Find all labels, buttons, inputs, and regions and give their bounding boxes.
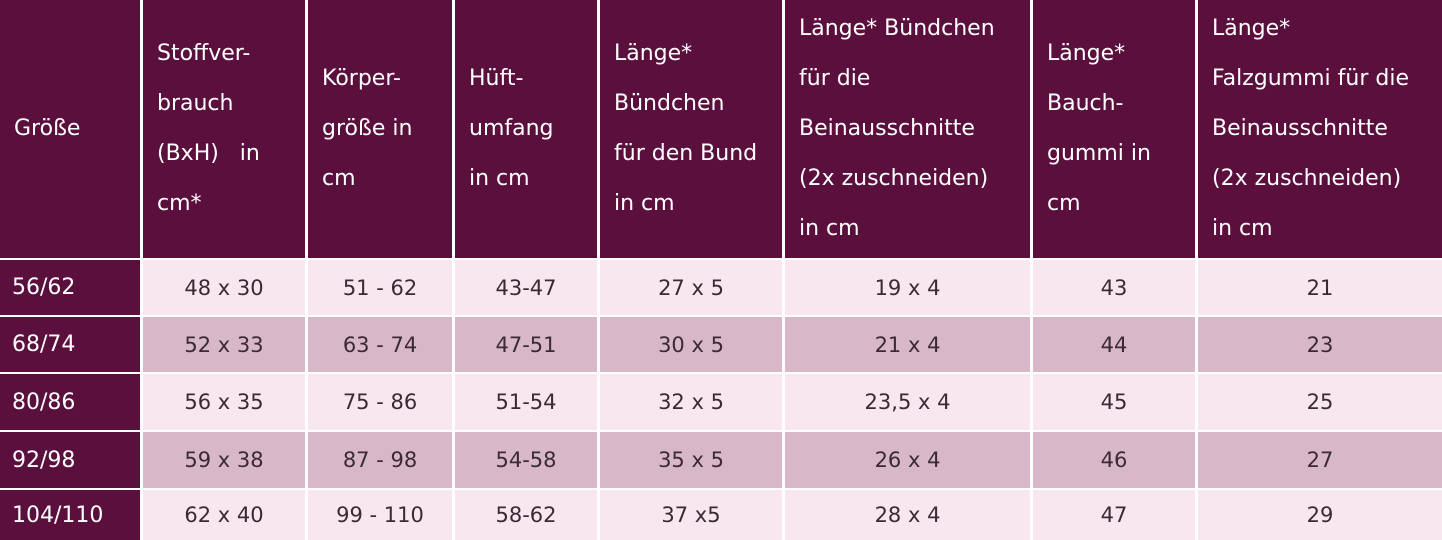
header-text: in cm bbox=[469, 166, 530, 191]
table-cell: 19 x 4 bbox=[785, 260, 1030, 315]
table-cell: 21 bbox=[1198, 260, 1442, 315]
table-cell: 43 bbox=[1033, 260, 1195, 315]
header-text: Länge* bbox=[1047, 41, 1126, 66]
table-cell: 54-58 bbox=[455, 432, 597, 488]
table-cell: 56 x 35 bbox=[143, 374, 305, 430]
header-cell: Länge* Falzgummi für die Beinausschnitte (2… bbox=[1198, 0, 1442, 258]
table-cell: 48 x 30 bbox=[143, 260, 305, 315]
table-cell: 45 bbox=[1033, 374, 1195, 430]
header-text: für die bbox=[799, 66, 871, 91]
table-cell: 27 bbox=[1198, 432, 1442, 488]
header-text: brauch bbox=[157, 91, 234, 116]
row-header-cell: 80/86 bbox=[0, 374, 140, 430]
header-text: Länge* bbox=[1212, 16, 1291, 41]
header-text: Beinausschnitte bbox=[1212, 116, 1388, 141]
header-text: Länge* Bündchen bbox=[799, 16, 995, 41]
header-text: Stoffver- bbox=[157, 41, 251, 66]
header-cell: Länge* Bauch-gummi in cm bbox=[1033, 0, 1195, 258]
row-header-cell: 104/110 bbox=[0, 490, 140, 540]
table-cell: 75 - 86 bbox=[308, 374, 452, 430]
header-text: gummi in bbox=[1047, 141, 1151, 166]
table-cell: 59 x 38 bbox=[143, 432, 305, 488]
table-cell: 63 - 74 bbox=[308, 317, 452, 372]
table-cell: 62 x 40 bbox=[143, 490, 305, 540]
table-cell: 28 x 4 bbox=[785, 490, 1030, 540]
table-cell: 44 bbox=[1033, 317, 1195, 372]
table-cell: 30 x 5 bbox=[600, 317, 782, 372]
header-text: in cm bbox=[1212, 216, 1273, 241]
header-cell: Stoffver-brauch (BxH) in cm* bbox=[143, 0, 305, 258]
table-cell: 43-47 bbox=[455, 260, 597, 315]
header-text: umfang bbox=[469, 116, 554, 141]
row-header-cell: 92/98 bbox=[0, 432, 140, 488]
table-cell: 87 - 98 bbox=[308, 432, 452, 488]
table-cell: 99 - 110 bbox=[308, 490, 452, 540]
table-cell: 32 x 5 bbox=[600, 374, 782, 430]
header-text: für den Bund bbox=[614, 141, 758, 166]
header-cell: Länge* Bündchen für die Beinausschnitte (2x… bbox=[785, 0, 1030, 258]
header-text: Bauch- bbox=[1047, 91, 1124, 116]
header-text: in cm bbox=[799, 216, 860, 241]
header-cell: Körper-größe in cm bbox=[308, 0, 452, 258]
table-cell: 25 bbox=[1198, 374, 1442, 430]
table-cell: 23 bbox=[1198, 317, 1442, 372]
table-cell: 51-54 bbox=[455, 374, 597, 430]
table-cell: 26 x 4 bbox=[785, 432, 1030, 488]
table-cell: 23,5 x 4 bbox=[785, 374, 1030, 430]
table-cell: 35 x 5 bbox=[600, 432, 782, 488]
header-text: cm bbox=[322, 166, 356, 191]
table-cell: 37 x5 bbox=[600, 490, 782, 540]
header-text: Bündchen bbox=[614, 91, 725, 116]
header-text: (2x zuschneiden) bbox=[1212, 166, 1402, 191]
header-text: in cm bbox=[614, 191, 675, 216]
header-text: Hüft- bbox=[469, 66, 524, 91]
header-text: (2x zuschneiden) bbox=[799, 166, 989, 191]
header-text: cm bbox=[1047, 191, 1081, 216]
header-text: Körper- bbox=[322, 66, 401, 91]
header-text: Größe bbox=[14, 116, 81, 141]
table-cell: 58-62 bbox=[455, 490, 597, 540]
table-cell: 21 x 4 bbox=[785, 317, 1030, 372]
header-text: größe in bbox=[322, 116, 413, 141]
table-cell: 29 bbox=[1198, 490, 1442, 540]
header-text: (BxH) in bbox=[157, 141, 260, 166]
header-text: cm* bbox=[157, 191, 202, 216]
header-cell: Größe bbox=[0, 0, 140, 258]
header-text: Länge* bbox=[614, 41, 693, 66]
header-cell: Länge* Bündchen für den Bund in cm bbox=[600, 0, 782, 258]
table-cell: 27 x 5 bbox=[600, 260, 782, 315]
header-cell: Hüft-umfang in cm bbox=[455, 0, 597, 258]
table-cell: 47-51 bbox=[455, 317, 597, 372]
table-cell: 52 x 33 bbox=[143, 317, 305, 372]
header-text: Beinausschnitte bbox=[799, 116, 975, 141]
table-cell: 51 - 62 bbox=[308, 260, 452, 315]
row-header-cell: 56/62 bbox=[0, 260, 140, 315]
header-text: Falzgummi für die bbox=[1212, 66, 1409, 91]
table-cell: 47 bbox=[1033, 490, 1195, 540]
row-header-cell: 68/74 bbox=[0, 317, 140, 372]
table-cell: 46 bbox=[1033, 432, 1195, 488]
